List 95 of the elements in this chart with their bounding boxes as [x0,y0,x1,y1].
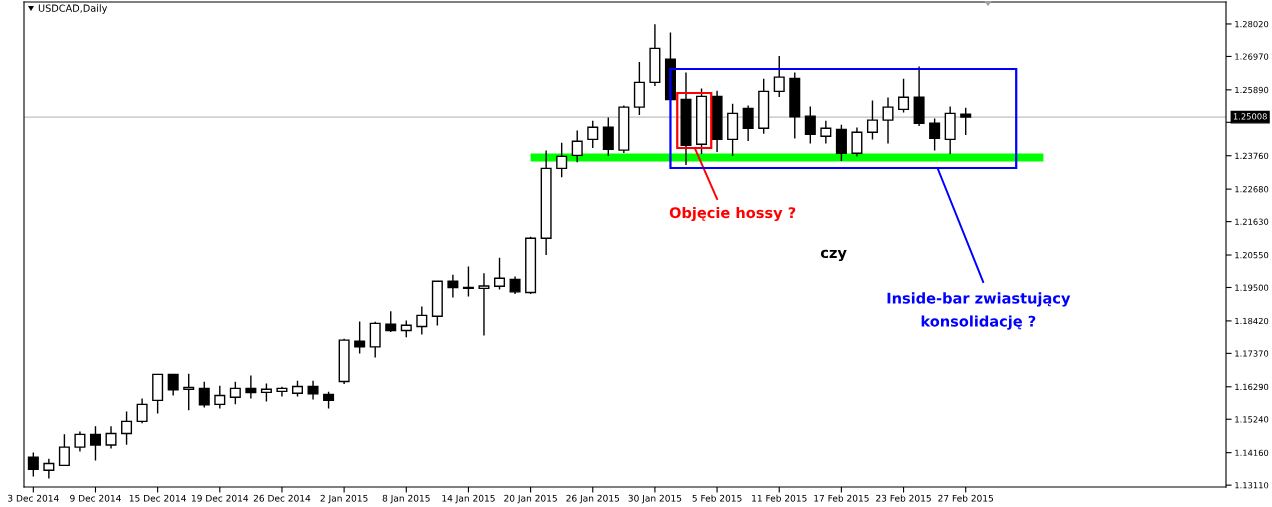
candlestick [291,380,304,397]
candlestick [696,88,708,154]
candlestick [509,276,521,295]
x-tick-label: 5 Feb 2015 [692,494,742,502]
candlestick [851,127,863,157]
candlestick [882,97,894,144]
candlestick [276,386,288,397]
x-tick-label: 26 Dec 2014 [253,494,311,502]
x-tick-label: 15 Dec 2014 [129,494,186,502]
x-tick-label: 2 Jan 2015 [320,494,368,504]
y-tick-label: 1.15240 [1235,416,1269,423]
candlestick [727,103,739,157]
candlestick [462,266,474,297]
candlestick [587,120,599,149]
candlestick [105,426,117,449]
candlestick [929,118,941,151]
x-tick-label: 27 Feb 2015 [938,494,994,502]
candlestick [43,458,55,479]
candlestick [198,381,210,408]
candlestick [323,391,335,409]
candlestick [571,130,583,163]
y-tick-label: 1.18420 [1235,317,1269,325]
candlestick [804,106,816,144]
candlestick [820,120,832,144]
candlestick [913,66,925,127]
x-tick-label: 26 Jan 2015 [566,494,620,504]
candlestick [89,426,101,461]
candlestick [773,56,785,98]
candlestick [58,434,70,467]
candlestick [789,72,801,139]
candlestick [245,375,257,399]
y-tick-label: 1.22680 [1235,186,1269,193]
x-tick-label: 20 Jan 2015 [504,494,557,504]
candlestick [27,452,39,477]
x-tick-label: 14 Jan 2015 [442,494,495,504]
candlestick [167,373,179,396]
annotation: czy [820,249,847,262]
x-tick-label: 9 Dec 2014 [70,494,121,502]
candlestick [307,380,319,400]
candlestick [711,90,723,153]
candlestick [152,373,164,414]
ref-line-label: 1.25008 [1233,113,1267,120]
x-tick-label: 23 Feb 2015 [876,494,931,502]
y-tick-label: 1.28020 [1235,20,1269,28]
y-tick-label: 1.23760 [1235,152,1269,160]
y-tick-label: 1.25890 [1235,86,1269,94]
candlestick [400,320,412,338]
candlestick [214,385,226,409]
x-tick-label: 3 Dec 2014 [8,494,59,502]
candlestick [431,280,443,326]
candlestick [649,24,661,86]
candlestick [136,398,148,424]
candlestick [602,117,614,157]
candlestick [447,274,459,298]
y-tick-label: 1.19500 [1235,284,1269,291]
y-tick-label: 1.13110 [1235,482,1269,489]
x-tick-label: 30 Jan 2015 [628,494,682,504]
candlestick [369,321,381,358]
candlestick [478,273,490,336]
y-tick-label: 1.14160 [1235,449,1269,456]
candlestick [742,105,754,141]
candlestick [385,311,397,333]
x-tick-label: 8 Jan 2015 [382,494,430,504]
candlestick [494,257,506,290]
y-tick-label: 1.17370 [1235,350,1269,357]
candlestick [835,124,847,162]
candlestick [416,306,428,335]
candlestick [944,106,956,154]
x-tick-label: 19 Dec 2014 [191,494,249,502]
candlestick [680,72,692,166]
annotation: Objęcie hossy ? [669,206,796,222]
y-tick-label: 1.26970 [1235,53,1269,60]
candlestick [260,383,272,402]
candlestick [633,61,645,115]
candlestick [540,150,552,256]
annotation: Inside-bar zwiastujący konsolidację ? [887,292,1071,330]
candlestick [960,107,972,136]
candlestick [758,78,770,134]
x-tick-label: 11 Feb 2015 [752,494,807,502]
candlestick [183,373,195,411]
candlestick [354,321,366,354]
candlestick [525,236,537,295]
y-tick-label: 1.16290 [1235,383,1269,391]
candlestick [229,381,241,405]
y-tick-label: 1.20550 [1235,252,1269,259]
y-tick-label: 1.21630 [1235,218,1269,225]
chart-title: USDCAD,Daily [38,4,108,14]
candlestick [898,78,910,113]
candlestick [866,100,878,140]
candlestick [556,142,568,178]
candlestick [618,105,630,154]
candlestick [338,338,350,385]
candlestick [74,431,86,452]
x-tick-label: 17 Feb 2015 [814,494,869,502]
candlestick [121,411,133,445]
